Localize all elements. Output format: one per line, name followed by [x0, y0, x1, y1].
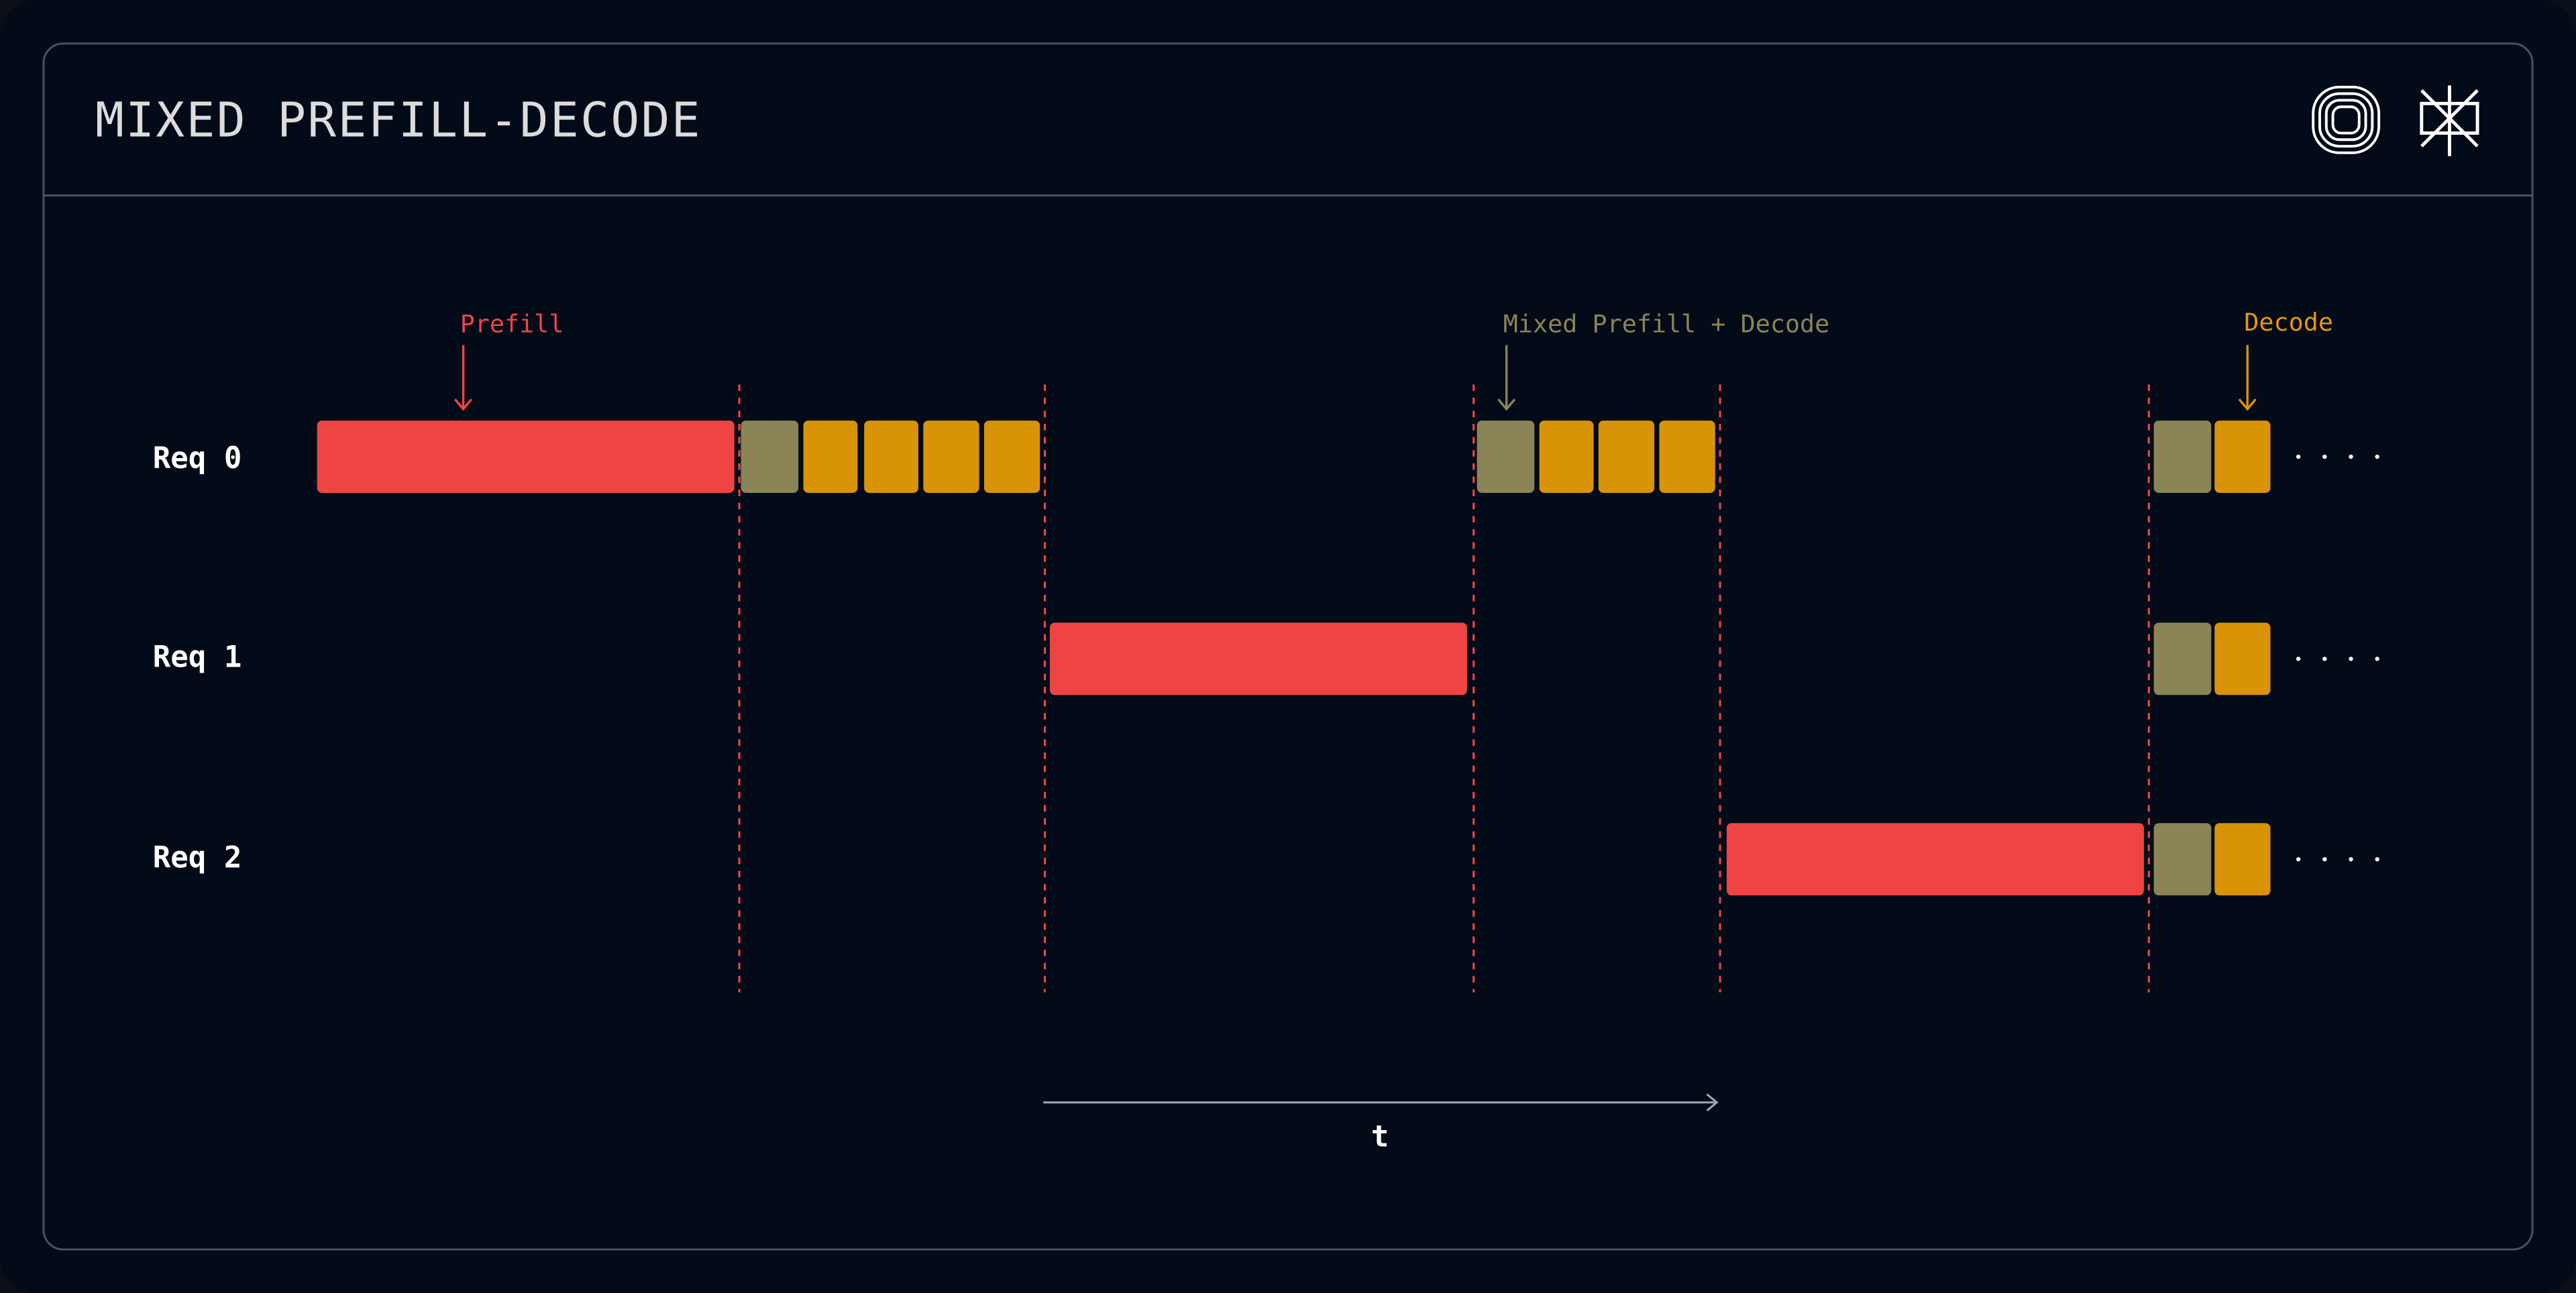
- decode-block: [803, 420, 858, 493]
- row-label: Req 1: [153, 640, 242, 674]
- continuation-dot: [2296, 857, 2301, 862]
- continuation-dot: [2296, 454, 2301, 459]
- prefill-block: [1726, 823, 2144, 896]
- axis-label: t: [1371, 1120, 1389, 1154]
- continuation-dot: [2375, 454, 2379, 459]
- row-label: Req 2: [153, 840, 242, 875]
- continuation-dot: [2349, 657, 2353, 661]
- continuation-dot: [2322, 857, 2327, 862]
- decode-block: [2214, 622, 2271, 695]
- logo-mark: [2420, 85, 2479, 156]
- mixed-block: [2153, 823, 2212, 896]
- decode-block: [1659, 420, 1715, 493]
- decode-block: [2214, 420, 2271, 493]
- decode-block: [983, 420, 1040, 493]
- continuation-dot: [2375, 657, 2379, 661]
- title: MIXED PREFILL-DECODE: [95, 92, 702, 148]
- mixed-block: [741, 420, 799, 493]
- annotation-arrowhead: [2238, 398, 2257, 411]
- continuation-dot: [2375, 857, 2379, 862]
- continuation-dot: [2349, 857, 2353, 862]
- card: [42, 42, 2534, 1251]
- continuation-dot: [2296, 657, 2301, 661]
- mixed-block: [2153, 420, 2212, 493]
- continuation-dot: [2322, 657, 2327, 661]
- row-label: Req 0: [153, 441, 242, 475]
- logo-rings: [2312, 85, 2381, 154]
- decode-block: [1598, 420, 1655, 493]
- decode-block: [2214, 823, 2271, 896]
- time-axis: [1043, 1093, 1719, 1112]
- annotation: Mixed Prefill + Decode: [1503, 310, 1829, 339]
- annotation: Decode: [2244, 308, 2333, 337]
- prefill-block: [1049, 622, 1467, 695]
- annotation-arrowhead: [1497, 398, 1516, 411]
- mixed-block: [2153, 622, 2212, 695]
- decode-block: [1539, 420, 1594, 493]
- annotation: Prefill: [460, 310, 564, 339]
- continuation-dot: [2322, 454, 2327, 459]
- decode-block: [864, 420, 918, 493]
- decode-block: [923, 420, 979, 493]
- mixed-block: [1477, 420, 1535, 493]
- annotation-arrowhead: [454, 398, 473, 411]
- prefill-block: [317, 420, 735, 493]
- continuation-dot: [2349, 454, 2353, 459]
